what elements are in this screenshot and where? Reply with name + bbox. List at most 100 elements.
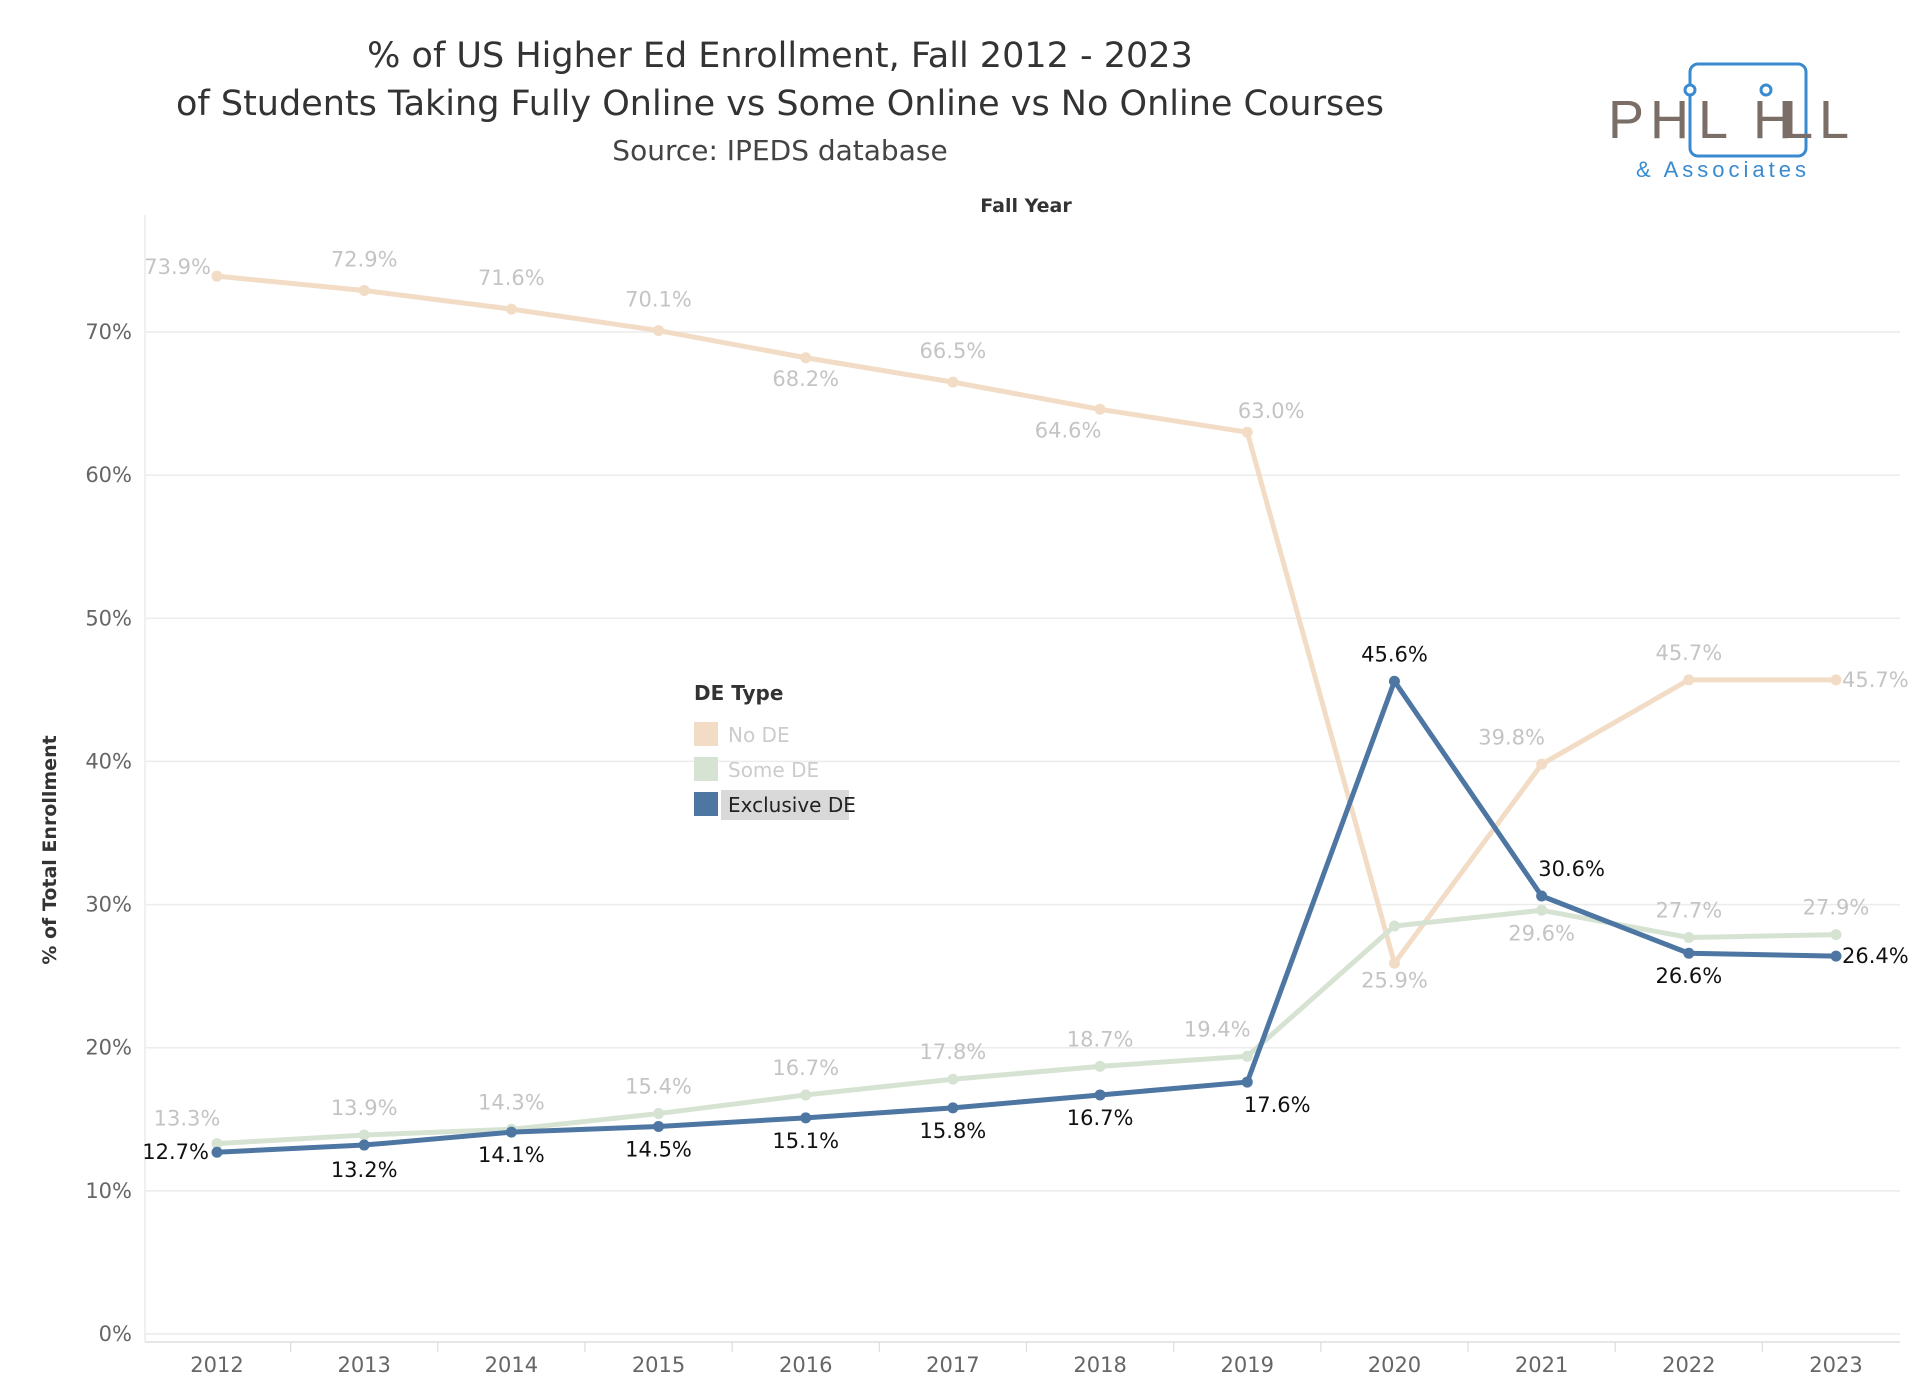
y-tick-label: 30% xyxy=(85,893,132,917)
chart-title: % of US Higher Ed Enrollment, Fall 2012 … xyxy=(367,36,1193,76)
x-tick-label: 2021 xyxy=(1515,1353,1568,1377)
data-label: 15.8% xyxy=(920,1119,987,1143)
series-line-no-de xyxy=(216,273,1836,966)
data-label: 73.9% xyxy=(144,255,211,279)
data-label: 16.7% xyxy=(1067,1106,1134,1130)
phil-hill-logo: PH L H LL & Associates xyxy=(1608,62,1849,182)
data-point xyxy=(947,376,959,388)
gridlines xyxy=(144,215,1900,1343)
legend-title: DE Type xyxy=(694,681,783,705)
x-tick-label: 2015 xyxy=(632,1353,685,1377)
data-label: 15.4% xyxy=(625,1075,692,1099)
data-point xyxy=(947,1102,959,1114)
data-label: 30.6% xyxy=(1538,857,1605,881)
data-point xyxy=(211,1146,223,1158)
data-label: 16.7% xyxy=(772,1056,839,1080)
y-tick-label: 50% xyxy=(85,606,132,630)
x-axis-title: Fall Year xyxy=(980,195,1072,217)
data-label: 13.2% xyxy=(331,1158,398,1182)
logo-dot-left xyxy=(1683,83,1697,97)
data-point xyxy=(1094,1060,1106,1072)
logo-text-2: L H xyxy=(1698,90,1798,150)
legend-highlight xyxy=(721,790,849,820)
chart-source: Source: IPEDS database xyxy=(612,134,948,167)
series-line-exclusive-de xyxy=(216,678,1837,1155)
data-point xyxy=(358,1139,370,1151)
legend-swatch[interactable] xyxy=(694,722,718,746)
x-axis-ticks: 2012 2013 2014 2015 2016 2017 2018 2019 2020 2021… xyxy=(190,1342,1863,1377)
data-point xyxy=(1536,890,1548,902)
data-label: 15.1% xyxy=(772,1129,839,1153)
data-label: 18.7% xyxy=(1067,1027,1134,1051)
data-point xyxy=(1388,920,1400,932)
data-point xyxy=(1241,426,1253,438)
data-label: 66.5% xyxy=(920,339,987,363)
data-labels: 73.9% 72.9% 71.6% 70.1% 68.2% 66.5% 64.6% 63.0%… xyxy=(142,247,1908,1182)
data-point xyxy=(358,1129,370,1141)
data-label: 13.9% xyxy=(331,1096,398,1120)
data-label: 25.9% xyxy=(1361,968,1428,992)
chart-subtitle: of Students Taking Fully Online vs Some … xyxy=(176,84,1384,124)
data-label: 26.4% xyxy=(1842,944,1909,968)
data-point xyxy=(1536,904,1548,916)
series-group xyxy=(211,270,1842,1158)
x-tick-label: 2012 xyxy=(190,1353,243,1377)
y-tick-label: 10% xyxy=(85,1179,132,1203)
x-tick-label: 2014 xyxy=(485,1353,538,1377)
data-label: 71.6% xyxy=(478,266,545,290)
logo-dot-right xyxy=(1759,83,1773,97)
data-point xyxy=(653,1120,665,1132)
x-tick-label: 2017 xyxy=(926,1353,979,1377)
x-tick-label: 2019 xyxy=(1221,1353,1274,1377)
data-label: 45.7% xyxy=(1842,668,1909,692)
data-point xyxy=(1683,674,1695,686)
y-tick-label: 0% xyxy=(99,1322,132,1346)
data-point xyxy=(1830,929,1842,941)
data-point xyxy=(800,352,812,364)
data-point xyxy=(653,325,665,337)
data-label: 72.9% xyxy=(331,247,398,271)
data-label: 19.4% xyxy=(1184,1017,1251,1041)
data-label: 14.3% xyxy=(478,1090,545,1114)
data-label: 45.6% xyxy=(1361,642,1428,666)
legend-label[interactable]: Exclusive DE xyxy=(728,793,856,817)
data-point xyxy=(653,1108,665,1120)
y-tick-label: 20% xyxy=(85,1036,132,1060)
logo-text-1: PH xyxy=(1608,90,1695,150)
data-point xyxy=(505,1126,517,1138)
data-label: 39.8% xyxy=(1478,725,1545,749)
data-point xyxy=(358,284,370,296)
x-tick-label: 2022 xyxy=(1662,1353,1715,1377)
x-tick-label: 2013 xyxy=(337,1353,390,1377)
data-label: 17.8% xyxy=(920,1040,987,1064)
data-point xyxy=(1683,947,1695,959)
x-tick-label: 2020 xyxy=(1368,1353,1421,1377)
legend-label[interactable]: No DE xyxy=(728,723,790,747)
data-label: 68.2% xyxy=(772,367,839,391)
data-label: 12.7% xyxy=(142,1140,209,1164)
data-label: 13.3% xyxy=(154,1107,221,1131)
legend: DE Type No DE Some DE Exclusive DE xyxy=(694,681,856,820)
legend-swatch[interactable] xyxy=(694,757,718,781)
y-tick-label: 40% xyxy=(85,749,132,773)
series-line-some-de xyxy=(216,907,1837,1147)
y-tick-label: 70% xyxy=(85,320,132,344)
logo-frame xyxy=(1688,62,1808,158)
data-point xyxy=(1830,950,1842,962)
data-label: 14.1% xyxy=(478,1143,545,1167)
x-tick-label: 2018 xyxy=(1073,1353,1126,1377)
data-point xyxy=(1388,675,1400,687)
data-point xyxy=(1094,1089,1106,1101)
x-tick-label: 2016 xyxy=(779,1353,832,1377)
data-point xyxy=(1241,1050,1253,1062)
data-point xyxy=(947,1073,959,1085)
data-label: 26.6% xyxy=(1655,964,1722,988)
data-point xyxy=(1536,758,1548,770)
data-point xyxy=(1094,403,1106,415)
data-point xyxy=(800,1112,812,1124)
y-tick-label: 60% xyxy=(85,463,132,487)
data-label: 27.9% xyxy=(1803,896,1870,920)
legend-swatch[interactable] xyxy=(694,792,718,816)
legend-label[interactable]: Some DE xyxy=(728,758,819,782)
